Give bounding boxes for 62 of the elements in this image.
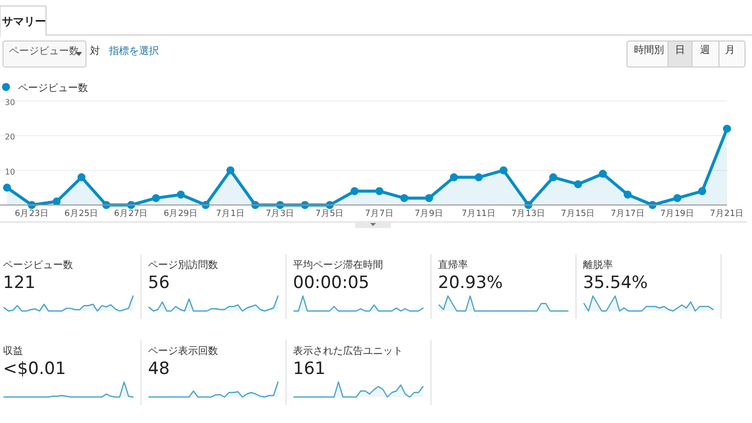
x-tick-label: 7月7日: [365, 209, 394, 219]
x-tick-label: 7月3日: [266, 209, 295, 219]
x-tick-label: 7月5日: [315, 209, 344, 219]
chart-title: ページビュー数: [3, 260, 73, 271]
chart-title: サマリー: [2, 15, 46, 28]
x-tick-label: 7月21日: [710, 209, 744, 219]
x-tick-label: 7月13日: [511, 209, 546, 219]
point: [400, 194, 408, 202]
y-tick-label: 10: [4, 167, 16, 176]
chart-title: 直帰率: [438, 259, 468, 271]
chart-subtitle: 48: [148, 359, 170, 379]
text: 対: [90, 45, 100, 57]
point: [425, 194, 434, 202]
point: [698, 187, 706, 196]
chart-subtitle: 121: [3, 273, 36, 293]
text: ページビュー数: [9, 46, 79, 57]
y-tick-label: 20: [4, 132, 16, 142]
x-tick-label: 7月17日: [610, 209, 645, 219]
x-tick-label: 7月15日: [560, 209, 596, 219]
x-tick-label: 7月11日: [462, 209, 496, 219]
chart-title: 平均ページ滞在時間: [293, 259, 383, 271]
point: [474, 173, 483, 182]
text: 指標を選択: [108, 45, 159, 57]
x-tick-label: 6月27日: [114, 209, 148, 219]
x-tick-label: 7月19日: [660, 209, 694, 219]
point: [77, 173, 86, 182]
point: [375, 187, 384, 196]
chart-title: 表示された広告ユニット: [293, 345, 403, 357]
point: [500, 166, 508, 174]
y-tick-label: 30: [4, 98, 16, 107]
x-tick-label: 7月9日: [414, 209, 444, 219]
chart-subtitle: 56: [148, 273, 170, 293]
chart-title: 離脱率: [583, 259, 613, 271]
x-tick-label: 6月23日: [14, 209, 49, 219]
chart-subtitle: 00:00:05: [293, 273, 370, 293]
chart-title: ページ表示回数: [148, 345, 218, 357]
point: [624, 190, 632, 199]
chart-title: 収益: [3, 345, 23, 357]
chart-subtitle: 161: [293, 359, 326, 379]
point: [450, 173, 458, 182]
chart-subtitle: 20.93%: [438, 273, 503, 293]
point: [226, 166, 234, 174]
chart-subtitle: <$0.01: [3, 359, 66, 379]
point: [574, 180, 582, 188]
point: [598, 170, 607, 178]
text: 月: [725, 45, 735, 56]
chart-title: ページ別訪問数: [148, 259, 218, 271]
x-tick-label: 7月1日: [216, 209, 245, 219]
legend-label: ページビュー数: [18, 83, 88, 94]
text: 週: [700, 45, 710, 56]
x-tick-label: 6月25日: [64, 209, 99, 219]
point: [152, 194, 160, 202]
x-tick-label: 6月29日: [164, 209, 198, 219]
text: 時間別: [634, 44, 664, 56]
text: 日: [675, 45, 685, 56]
point: [673, 194, 682, 202]
point: [723, 124, 731, 133]
point: [3, 184, 11, 192]
chart-subtitle: 35.54%: [583, 273, 648, 293]
point: [350, 187, 359, 196]
point: [176, 190, 185, 199]
point: [549, 173, 558, 182]
